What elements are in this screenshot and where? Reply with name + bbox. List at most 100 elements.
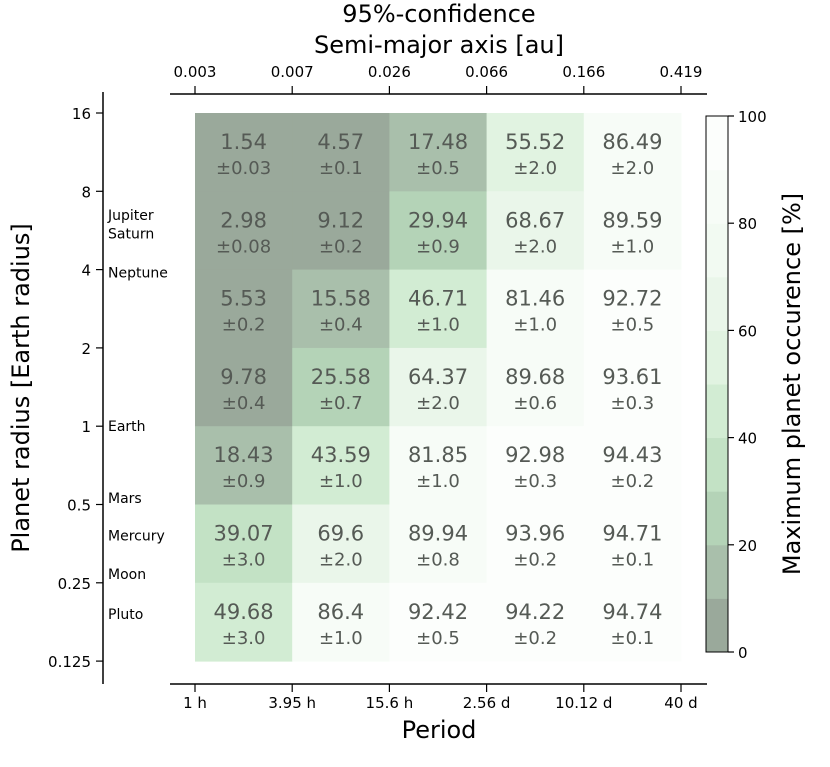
cell-error: ±2.0 [513,236,557,257]
heatmap-cell [292,347,390,427]
cell-error: ±0.03 [216,158,271,179]
heatmap-cell [486,113,585,192]
heatmap-cell [389,191,488,271]
cell-error: ±0.2 [222,315,266,336]
heatmap-cell [486,269,585,349]
cell-error: ±1.0 [416,471,460,492]
cell-value: 81.46 [505,287,565,311]
planet-label: Jupiter [107,208,154,224]
heatmap-cell [486,504,585,584]
colorbar-tick-label: 100 [738,108,767,126]
cell-value: 93.96 [505,522,565,546]
colorbar-band [706,491,728,546]
cell-value: 29.94 [408,208,468,232]
planet-label: Mars [108,491,142,507]
cell-error: ±0.2 [611,471,655,492]
cell-value: 25.58 [311,365,371,389]
heatmap-cell [389,113,488,192]
cell-error: ±2.0 [611,158,655,179]
cell-value: 9.12 [317,208,364,232]
heatmap-cell [486,426,585,505]
colorbar-band [706,384,728,439]
heatmap-cell [583,582,682,662]
planet-label: Saturn [108,227,154,243]
cell-error: ±0.9 [416,236,460,257]
top-tick-label: 0.419 [660,63,703,81]
y-tick-label: 0.5 [67,497,91,515]
x-tick-label: 1 h [183,694,207,712]
chart-title: 95%-confidence [342,0,535,28]
heatmap-cell [583,426,682,505]
heatmap-cell [195,347,293,427]
y-tick-label: 2 [81,340,91,358]
top-tick-label: 0.066 [465,63,508,81]
heatmap-cell [195,191,293,271]
cell-error: ±1.0 [416,315,460,336]
cell-value: 94.22 [505,600,565,624]
heatmap-cell [195,113,293,192]
cell-value: 5.53 [220,287,267,311]
cell-error: ±1.0 [611,236,655,257]
cell-value: 49.68 [214,600,274,624]
cell-value: 94.74 [602,600,662,624]
cell-error: ±0.1 [611,550,655,571]
heatmap-cell [389,504,488,584]
cell-error: ±0.9 [222,471,266,492]
cell-error: ±0.4 [222,393,266,414]
top-tick-label: 0.003 [174,63,217,81]
cell-error: ±0.2 [319,236,363,257]
top-tick-label: 0.026 [368,63,411,81]
x-tick-label: 2.56 d [463,694,511,712]
cell-error: ±2.0 [319,550,363,571]
cell-value: 68.67 [505,208,565,232]
cell-error: ±1.0 [513,315,557,336]
cell-value: 89.59 [602,208,662,232]
colorbar-band [706,544,728,599]
cell-value: 92.42 [408,600,468,624]
top-axis: 0.003 0.007 0.026 0.066 0.166 0.419 [170,63,707,95]
colorbar-band [706,223,728,278]
cell-value: 92.72 [602,287,662,311]
heatmap-cell [583,504,682,584]
cell-error: ±0.08 [216,236,271,257]
y-tick-label: 0.25 [58,575,91,593]
y-tick-label: 8 [81,183,91,201]
cell-value: 94.71 [602,522,662,546]
planet-labels: Jupiter Saturn Neptune Earth Mars Mercury Moon… [107,208,168,623]
heatmap-cell [486,347,585,427]
heatmap-cell [389,269,488,349]
heatmap-cell [292,426,390,505]
heatmap-cell [389,347,488,427]
colorbar-label: Maximum planet occurence [%] [778,193,806,575]
cell-error: ±0.1 [611,628,655,649]
cell-value: 18.43 [214,443,274,467]
colorbar-band [706,169,728,224]
cell-error: ±0.6 [513,393,557,414]
cell-error: ±0.5 [611,315,655,336]
heatmap-cell [486,582,585,662]
colorbar-band [706,116,728,171]
colorbar-band [706,437,728,492]
planet-label: Pluto [108,607,143,623]
cell-value: 86.49 [602,130,662,154]
left-axis: 16 8 4 2 1 0.5 0.25 0.125 [48,92,104,684]
colorbar-tick-label: 0 [738,644,748,662]
cell-value: 15.58 [311,287,371,311]
y-tick-label: 4 [81,262,91,280]
cell-value: 2.98 [220,208,267,232]
cell-error: ±0.3 [513,471,557,492]
cell-error: ±0.5 [416,158,460,179]
cell-value: 43.59 [311,443,371,467]
heatmap-cell [195,426,293,505]
heatmap-cell [292,191,390,271]
x-axis-label: Period [402,716,477,744]
cell-error: ±0.2 [513,550,557,571]
colorbar-tick-label: 40 [738,430,757,448]
cell-value: 81.85 [408,443,468,467]
top-axis-label: Semi-major axis [au] [314,31,564,59]
cell-value: 94.43 [602,443,662,467]
heatmap-cell [195,504,293,584]
y-tick-label: 1 [81,418,91,436]
cell-value: 4.57 [317,130,364,154]
